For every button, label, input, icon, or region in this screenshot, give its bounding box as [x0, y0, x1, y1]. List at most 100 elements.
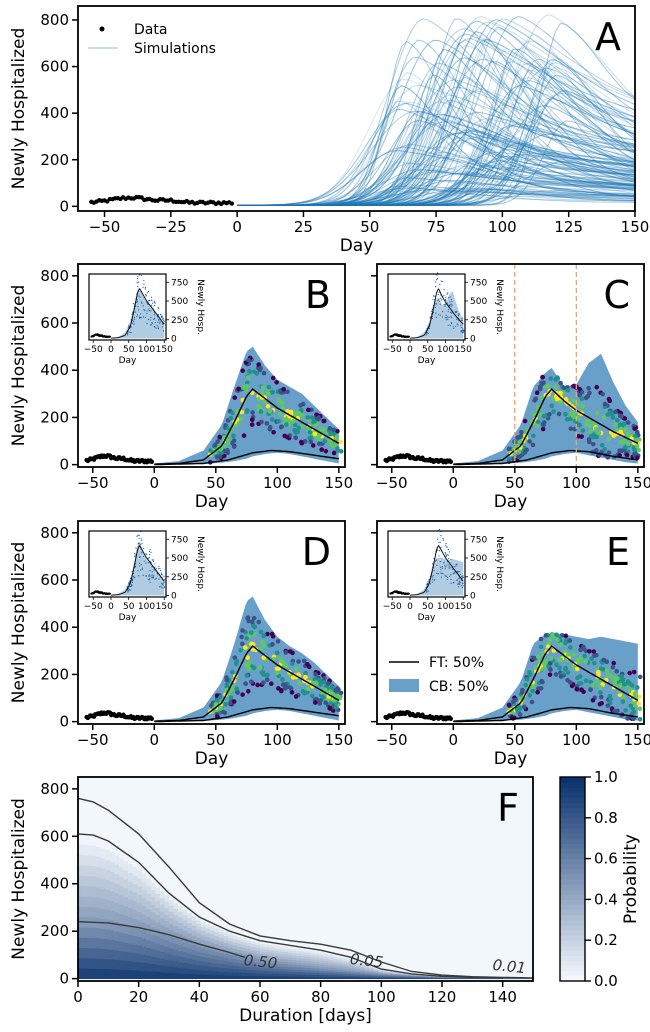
- inset-point: [441, 567, 443, 569]
- inset-point: [440, 299, 443, 301]
- heatmap-cell: [241, 975, 247, 980]
- panel-letter: C: [603, 273, 630, 317]
- heatmap-cell: [382, 976, 388, 978]
- inset-point: [132, 575, 135, 577]
- sample-point: [264, 677, 270, 683]
- sample-point: [539, 395, 545, 401]
- heatmap-cell: [373, 974, 379, 976]
- sample-point: [250, 410, 255, 415]
- heatmap-cell: [223, 931, 229, 936]
- heatmap-cell: [355, 973, 361, 975]
- data-point: [149, 716, 155, 721]
- heatmap-cell: [378, 975, 384, 977]
- heatmap-cell: [273, 950, 279, 954]
- heatmap-cell: [109, 949, 115, 960]
- inset-y-tick-label: 0: [470, 592, 476, 602]
- heatmap-cell: [264, 952, 270, 956]
- heatmap-cell: [305, 956, 311, 960]
- sample-point: [553, 384, 559, 390]
- heatmap-cell: [278, 948, 284, 952]
- heatmap-cell: [355, 975, 361, 978]
- heatmap-cell: [164, 920, 170, 928]
- heatmap-cell: [387, 974, 393, 976]
- heatmap-cell: [332, 969, 338, 972]
- inset-point: [442, 573, 444, 575]
- sample-point: [558, 674, 564, 679]
- inset-point: [138, 534, 140, 536]
- heatmap-cell: [141, 881, 147, 891]
- sample-point: [575, 657, 581, 663]
- inset-point: [444, 305, 446, 307]
- heatmap-cell: [178, 961, 184, 968]
- heatmap-cell: [105, 919, 111, 930]
- sample-point: [606, 396, 612, 402]
- sample-point: [625, 441, 631, 447]
- sample-point: [606, 436, 612, 442]
- inset-point: [131, 313, 133, 315]
- simulation-line: [237, 188, 635, 206]
- heatmap-cell: [364, 972, 370, 975]
- colorbar-cell: [560, 853, 585, 860]
- heatmap-cell: [323, 972, 329, 976]
- data-point: [448, 716, 454, 721]
- sample-point: [513, 697, 518, 703]
- heatmap-cell: [118, 941, 124, 952]
- heatmap-cell: [105, 849, 111, 861]
- sample-point: [588, 429, 594, 434]
- sample-point: [223, 701, 228, 707]
- inset-point: [435, 312, 437, 314]
- simulation-line: [237, 187, 635, 206]
- heatmap-cell: [296, 967, 302, 970]
- y-tick-label: 600: [40, 571, 69, 589]
- heatmap-cell: [246, 969, 252, 973]
- sample-point: [313, 672, 318, 677]
- sample-point: [280, 405, 286, 411]
- sample-point: [238, 647, 243, 653]
- sample-point: [538, 636, 544, 642]
- heatmap-cell: [369, 970, 375, 972]
- inset-point: [454, 572, 456, 574]
- inset-point: [137, 543, 139, 545]
- heatmap-cell: [323, 976, 329, 980]
- heatmap-cell: [173, 896, 179, 904]
- heatmap-cell: [328, 969, 334, 972]
- heatmap-cell: [296, 974, 302, 977]
- heatmap-cell: [328, 959, 334, 962]
- colorbar-cell: [560, 930, 585, 936]
- heatmap-cell: [273, 953, 279, 957]
- heatmap-cell: [369, 969, 375, 971]
- inset-point: [134, 563, 137, 565]
- heatmap-cell: [214, 943, 220, 948]
- sample-point: [588, 687, 593, 693]
- sample-point: [540, 426, 546, 432]
- heatmap-cell: [310, 954, 315, 958]
- heatmap-cell: [241, 972, 247, 976]
- heatmap-cell: [159, 971, 165, 980]
- inset-x-tick-label: −50: [84, 602, 103, 612]
- inset-point: [447, 324, 449, 326]
- heatmap-cell: [146, 877, 152, 887]
- heatmap-cell: [228, 961, 234, 966]
- heatmap-cell: [250, 961, 256, 965]
- y-tick-label: 400: [40, 361, 69, 379]
- inset-point: [148, 579, 151, 581]
- inset-point: [428, 578, 431, 580]
- inset-point: [137, 305, 139, 307]
- heatmap-cell: [269, 949, 275, 953]
- heatmap-cell: [164, 965, 170, 973]
- heatmap-cell: [200, 948, 206, 953]
- sample-point: [276, 418, 281, 424]
- inset-point: [158, 586, 161, 588]
- y-tick-label: 400: [40, 104, 69, 122]
- colorbar-cell: [560, 889, 585, 895]
- sample-point: [554, 632, 559, 638]
- sample-point: [594, 384, 600, 390]
- sample-point: [517, 712, 523, 717]
- heatmap-cell: [100, 928, 106, 939]
- sample-point: [531, 433, 536, 439]
- heatmap-cell: [164, 927, 170, 935]
- heatmap-cell: [255, 953, 261, 957]
- sample-point: [632, 447, 637, 453]
- inset-point: [140, 301, 143, 303]
- sample-point: [246, 660, 252, 665]
